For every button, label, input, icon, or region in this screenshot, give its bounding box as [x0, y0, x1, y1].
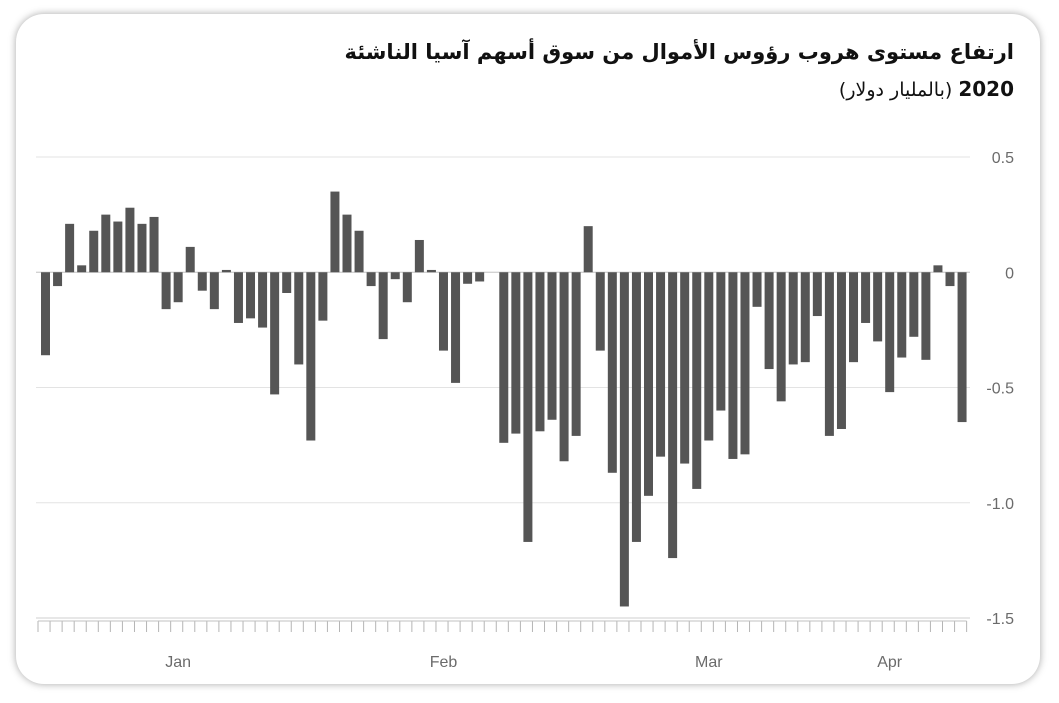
bar: [909, 272, 919, 337]
bar: [185, 246, 195, 273]
bar: [776, 272, 786, 402]
bar: [824, 272, 834, 436]
bar: [438, 272, 448, 351]
bar: [945, 272, 955, 287]
bar: [957, 272, 967, 423]
bar: [414, 239, 424, 273]
x-tick-label: Feb: [430, 654, 458, 671]
bar: [559, 272, 569, 462]
bar: [390, 272, 400, 280]
bar: [463, 272, 473, 284]
bar: [595, 272, 605, 351]
bar: [619, 272, 629, 607]
bar: [716, 272, 726, 411]
bar: [451, 272, 461, 383]
bar: [933, 265, 943, 273]
bar: [873, 272, 883, 342]
bar: [65, 223, 75, 273]
bar: [378, 272, 388, 340]
bar: [885, 272, 895, 393]
bar: [523, 272, 533, 542]
bar: [475, 272, 485, 282]
bar: [366, 272, 376, 287]
bar: [849, 272, 859, 363]
bar: [547, 272, 557, 420]
bar: [764, 272, 774, 370]
y-tick-label: 0.5: [992, 150, 1014, 167]
bar: [294, 272, 304, 365]
x-tick-label: Jan: [165, 654, 191, 671]
bar: [836, 272, 846, 429]
bar: [270, 272, 280, 395]
subtitle-unit: (بالمليار دولار): [838, 79, 953, 101]
bar: [89, 230, 99, 273]
bar: [282, 272, 292, 293]
bar: [511, 272, 521, 434]
bar: [173, 272, 183, 303]
x-tick-label: Mar: [695, 654, 723, 671]
bar: [209, 272, 219, 310]
bar: [161, 272, 171, 310]
bar: [788, 272, 798, 365]
bar: [426, 269, 436, 273]
bar: [740, 272, 750, 455]
bar: [41, 272, 50, 356]
bar: [583, 226, 593, 273]
bar: [692, 272, 702, 489]
bar: [607, 272, 617, 473]
bar: [101, 214, 111, 273]
bar: [535, 272, 545, 432]
y-tick-label: -1.5: [986, 611, 1014, 628]
bar: [861, 272, 871, 323]
bar: [680, 272, 690, 464]
subtitle-year: 2020: [958, 77, 1014, 101]
bar: [921, 272, 931, 360]
bar: [644, 272, 653, 496]
bars: [41, 191, 967, 607]
y-tick-label: -0.5: [986, 381, 1014, 398]
bar: [197, 272, 207, 291]
x-axis: Jan Feb Mar Apr: [37, 620, 968, 671]
bar: [246, 272, 256, 319]
bar: [354, 230, 364, 273]
bar: [704, 272, 714, 441]
bar: [330, 191, 340, 273]
bar: [402, 272, 412, 303]
y-tick-labels: 0.5 0 -0.5 -1.0 -1.5: [986, 150, 1014, 628]
bar: [571, 272, 581, 436]
bar: [499, 272, 509, 443]
chart-title: ارتفاع مستوى هروب رؤوس الأموال من سوق أس…: [344, 40, 1014, 64]
bar: [258, 272, 268, 328]
bar: [233, 272, 243, 323]
bar: [221, 269, 231, 273]
bar: [306, 272, 316, 441]
bar: [812, 272, 822, 317]
bar: [113, 221, 123, 273]
y-tick-label: -1.0: [986, 496, 1014, 513]
bar: [752, 272, 762, 307]
bar: [318, 272, 328, 321]
chart-subtitle: 2020 (بالمليار دولار): [839, 74, 1014, 105]
bar: [137, 223, 147, 273]
bar: [656, 272, 666, 457]
bar: [728, 272, 738, 459]
bar: [77, 265, 87, 273]
bar: [149, 216, 159, 273]
bar: [897, 272, 907, 358]
y-tick-label: 0: [1005, 265, 1014, 282]
bar: [668, 272, 678, 559]
bar: [631, 272, 641, 542]
bar: [53, 272, 63, 287]
x-tick-label: Apr: [877, 654, 903, 671]
bar: [125, 207, 135, 273]
bar: [800, 272, 810, 363]
bar: [342, 214, 352, 273]
